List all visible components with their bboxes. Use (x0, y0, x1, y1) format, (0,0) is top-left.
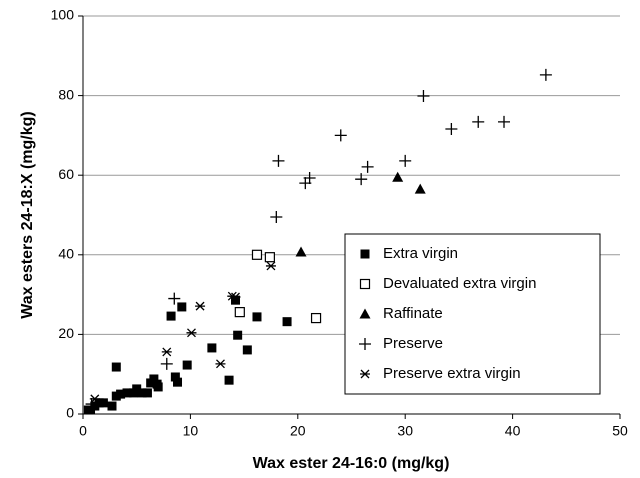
marker (160, 357, 173, 370)
y-tick-label: 60 (58, 166, 74, 182)
marker (170, 372, 180, 382)
marker (107, 401, 117, 411)
marker (153, 382, 163, 392)
y-tick-label: 100 (51, 7, 75, 23)
marker (111, 362, 121, 372)
marker (303, 171, 316, 184)
x-tick-label: 40 (505, 423, 521, 439)
marker (85, 398, 98, 411)
marker (98, 398, 108, 408)
y-tick-label: 80 (58, 86, 74, 102)
marker (264, 252, 275, 263)
marker (445, 123, 458, 136)
marker (359, 338, 371, 350)
marker (392, 171, 404, 182)
marker (359, 308, 371, 319)
marker (251, 249, 263, 260)
marker (417, 89, 430, 102)
marker (122, 388, 132, 398)
marker (310, 312, 322, 324)
legend-label: Devaluated extra virgin (383, 275, 536, 292)
marker (360, 249, 370, 259)
marker (233, 330, 243, 340)
marker (182, 360, 192, 370)
marker (270, 210, 283, 223)
marker (149, 374, 159, 384)
marker (361, 160, 374, 173)
legend-box (344, 233, 601, 395)
marker (360, 369, 370, 379)
marker (265, 261, 276, 271)
marker (282, 317, 292, 327)
marker (161, 347, 172, 357)
x-tick-label: 50 (612, 423, 628, 439)
marker (472, 115, 485, 128)
marker (359, 278, 371, 290)
marker (252, 312, 262, 322)
marker (177, 302, 187, 312)
marker (89, 394, 100, 404)
y-tick-label: 40 (58, 246, 74, 262)
marker (234, 307, 245, 318)
legend-label: Preserve (383, 335, 443, 352)
marker (272, 154, 285, 167)
legend-label: Raffinate (383, 305, 443, 322)
marker (195, 301, 206, 311)
marker (137, 388, 147, 398)
legend-label: Preserve extra virgin (383, 365, 521, 382)
x-tick-label: 20 (290, 423, 306, 439)
marker (399, 154, 412, 167)
marker (224, 375, 234, 385)
marker (132, 384, 142, 394)
marker (334, 129, 347, 142)
marker (355, 173, 368, 186)
marker (173, 377, 183, 387)
marker (242, 345, 252, 355)
marker (230, 292, 241, 302)
marker (168, 292, 181, 305)
y-tick-label: 0 (66, 405, 74, 421)
x-tick-label: 0 (79, 423, 87, 439)
marker (295, 246, 307, 257)
marker (116, 389, 126, 399)
marker (539, 68, 552, 81)
marker (207, 343, 217, 353)
marker (414, 183, 426, 194)
marker (215, 359, 226, 369)
x-tick-label: 30 (397, 423, 413, 439)
y-axis-title: Wax esters 24-18:X (mg/kg) (19, 111, 36, 318)
y-tick-label: 20 (58, 325, 74, 341)
legend-label: Extra virgin (383, 245, 458, 262)
marker (166, 311, 176, 321)
x-axis-title: Wax ester 24-16:0 (mg/kg) (253, 455, 450, 472)
marker (498, 115, 511, 128)
marker (186, 328, 197, 338)
marker (142, 388, 152, 398)
x-tick-label: 10 (183, 423, 199, 439)
